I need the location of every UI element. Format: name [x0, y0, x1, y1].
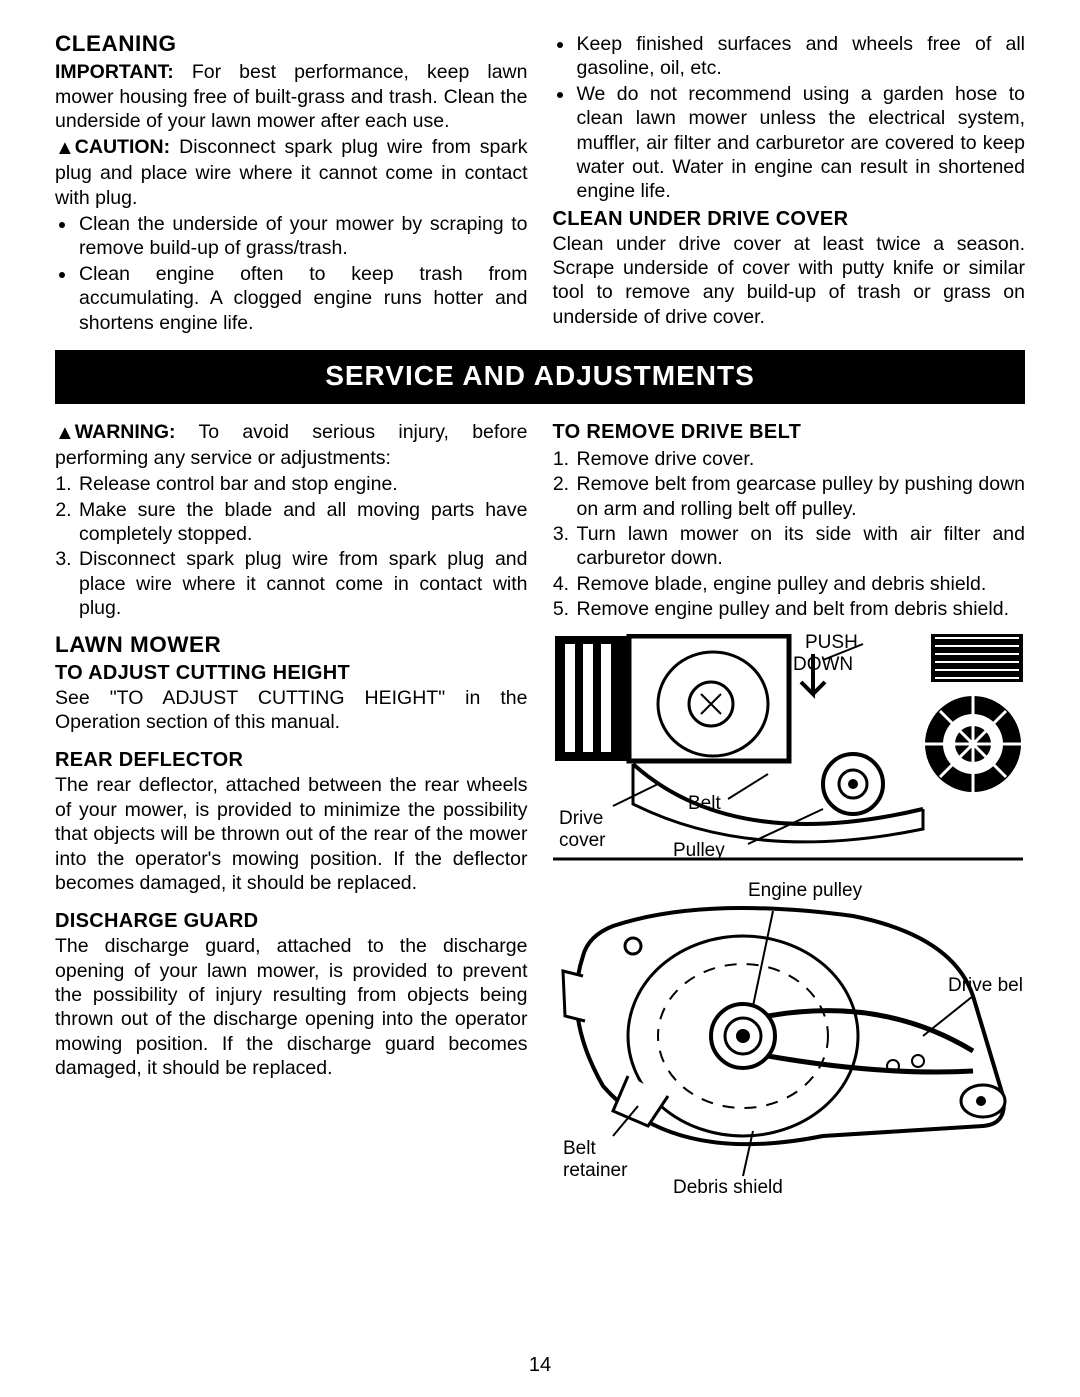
warning-label: WARNING: — [75, 421, 176, 443]
list-item: Make sure the blade and all moving parts… — [77, 498, 528, 547]
clean-under-cover-heading: CLEAN UNDER DRIVE COVER — [553, 207, 1026, 232]
drive-belt-label: Drive belt — [948, 975, 1023, 996]
caution-paragraph: ▲CAUTION: Disconnect spark plug wire fro… — [55, 135, 528, 210]
list-item: Remove drive cover. — [575, 447, 1026, 471]
list-item: Clean engine often to keep trash from ac… — [77, 262, 528, 335]
adjust-cutting-height-heading: TO ADJUST CUTTING HEIGHT — [55, 661, 528, 686]
list-item: Release control bar and stop engine. — [77, 472, 528, 496]
warning-paragraph: ▲WARNING: To avoid serious injury, befor… — [55, 420, 528, 470]
list-item: Disconnect spark plug wire from spark pl… — [77, 547, 528, 620]
important-paragraph: IMPORTANT: For best performance, keep la… — [55, 60, 528, 133]
bottom-right-column: TO REMOVE DRIVE BELT Remove drive cover.… — [553, 420, 1026, 1196]
warning-triangle-icon: ▲ — [55, 136, 75, 161]
service-adjustments-banner: SERVICE AND ADJUSTMENTS — [55, 350, 1025, 404]
remove-belt-numbered-list: Remove drive cover. Remove belt from gea… — [553, 447, 1026, 622]
clean-under-cover-body: Clean under drive cover at least twice a… — [553, 232, 1026, 330]
top-right-column: Keep finished surfaces and wheels free o… — [553, 30, 1026, 336]
pulley-label: Pulley — [673, 840, 725, 861]
warning-triangle-icon: ▲ — [55, 421, 75, 446]
list-item: Remove engine pulley and belt from debri… — [575, 597, 1026, 621]
cleaning-bullet-list: Clean the underside of your mower by scr… — [55, 212, 528, 335]
debris-shield-label: Debris shield — [673, 1177, 783, 1196]
debris-shield-diagram: Engine pulley Drive belt Belt retainer D… — [553, 876, 1026, 1196]
bottom-columns: ▲WARNING: To avoid serious injury, befor… — [55, 420, 1025, 1196]
remove-drive-belt-heading: TO REMOVE DRIVE BELT — [553, 420, 1026, 445]
lawn-mower-heading: LAWN MOWER — [55, 631, 528, 659]
caution-label: CAUTION: — [75, 136, 170, 158]
top-left-column: CLEANING IMPORTANT: For best performance… — [55, 30, 528, 336]
important-label: IMPORTANT: — [55, 61, 174, 83]
discharge-guard-heading: DISCHARGE GUARD — [55, 909, 528, 934]
rear-deflector-body: The rear deflector, attached between the… — [55, 773, 528, 895]
belt-retainer-label-1: Belt — [563, 1138, 596, 1159]
drive-label: Drive — [559, 808, 603, 829]
drive-cover-diagram: PUSH DOWN Belt Drive cover Pulley — [553, 634, 1026, 864]
cleaning-heading: CLEANING — [55, 30, 528, 58]
discharge-guard-body: The discharge guard, attached to the dis… — [55, 934, 528, 1080]
list-item: Turn lawn mower on its side with air fil… — [575, 522, 1026, 571]
push-label: PUSH — [805, 634, 858, 653]
bottom-left-column: ▲WARNING: To avoid serious injury, befor… — [55, 420, 528, 1196]
list-item: Remove blade, engine pulley and debris s… — [575, 572, 1026, 596]
belt-label: Belt — [688, 793, 721, 814]
top-right-bullet-list: Keep finished surfaces and wheels free o… — [553, 32, 1026, 204]
rear-deflector-heading: REAR DEFLECTOR — [55, 748, 528, 773]
cover-label: cover — [559, 830, 606, 851]
list-item: Clean the underside of your mower by scr… — [77, 212, 528, 261]
down-label: DOWN — [793, 654, 853, 675]
belt-retainer-label-2: retainer — [563, 1160, 628, 1181]
adjust-cutting-body: See "TO ADJUST CUTTING HEIGHT" in the Op… — [55, 686, 528, 735]
list-item: Remove belt from gearcase pulley by push… — [575, 472, 1026, 521]
list-item: We do not recommend using a garden hose … — [575, 82, 1026, 204]
engine-pulley-label: Engine pulley — [748, 880, 863, 901]
warning-numbered-list: Release control bar and stop engine. Mak… — [55, 472, 528, 620]
page-number: 14 — [0, 1354, 1080, 1377]
list-item: Keep finished surfaces and wheels free o… — [575, 32, 1026, 81]
top-columns: CLEANING IMPORTANT: For best performance… — [55, 30, 1025, 336]
